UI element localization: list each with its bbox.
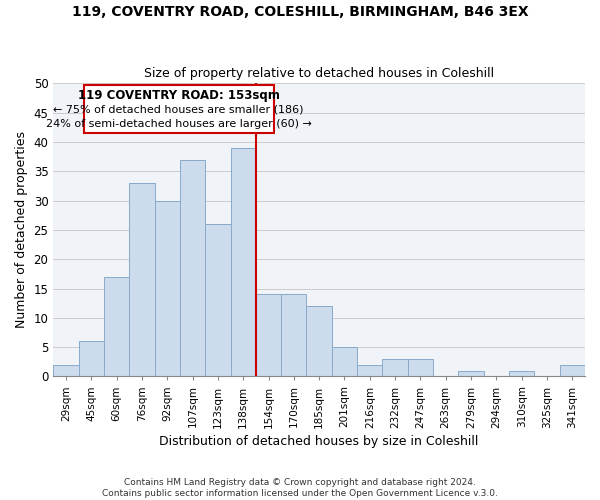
Text: ← 75% of detached houses are smaller (186): ← 75% of detached houses are smaller (18… — [53, 105, 304, 115]
Bar — [155, 200, 180, 376]
Text: Contains HM Land Registry data © Crown copyright and database right 2024.
Contai: Contains HM Land Registry data © Crown c… — [102, 478, 498, 498]
Bar — [79, 341, 104, 376]
Bar — [104, 277, 129, 376]
Bar — [230, 148, 256, 376]
Text: 24% of semi-detached houses are larger (60) →: 24% of semi-detached houses are larger (… — [46, 120, 311, 130]
Bar — [509, 370, 535, 376]
Bar — [53, 364, 79, 376]
Bar — [307, 306, 332, 376]
Bar — [357, 364, 382, 376]
Bar — [205, 224, 230, 376]
Bar — [129, 183, 155, 376]
X-axis label: Distribution of detached houses by size in Coleshill: Distribution of detached houses by size … — [160, 434, 479, 448]
Bar — [332, 347, 357, 376]
Bar — [458, 370, 484, 376]
FancyBboxPatch shape — [83, 84, 274, 133]
Text: 119, COVENTRY ROAD, COLESHILL, BIRMINGHAM, B46 3EX: 119, COVENTRY ROAD, COLESHILL, BIRMINGHA… — [71, 5, 529, 19]
Bar — [382, 359, 408, 376]
Text: 119 COVENTRY ROAD: 153sqm: 119 COVENTRY ROAD: 153sqm — [77, 88, 280, 102]
Title: Size of property relative to detached houses in Coleshill: Size of property relative to detached ho… — [144, 66, 494, 80]
Bar — [281, 294, 307, 376]
Y-axis label: Number of detached properties: Number of detached properties — [15, 132, 28, 328]
Bar — [408, 359, 433, 376]
Bar — [560, 364, 585, 376]
Bar — [180, 160, 205, 376]
Bar — [256, 294, 281, 376]
